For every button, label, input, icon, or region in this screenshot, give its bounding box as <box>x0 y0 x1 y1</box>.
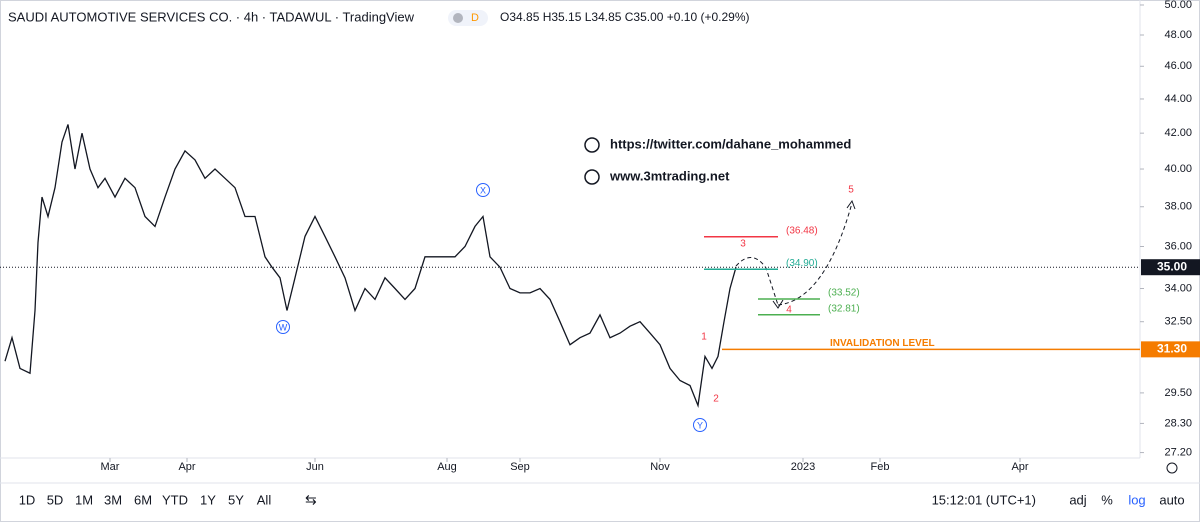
wave-label: W <box>279 322 288 332</box>
wave-label: 2 <box>713 394 719 405</box>
range-button[interactable]: 6M <box>134 492 152 507</box>
compare-icon[interactable]: ⇆ <box>305 492 317 508</box>
price-line <box>4 124 737 409</box>
wave-label: 5 <box>848 185 854 196</box>
level-label: (33.52) <box>828 288 860 299</box>
x-tick-label: Mar <box>101 461 120 473</box>
option-button[interactable]: adj <box>1069 492 1086 507</box>
badge: D <box>471 12 479 24</box>
clock: 15:12:01 (UTC+1) <box>932 492 1036 507</box>
invalidation-box <box>1141 341 1200 358</box>
option-button[interactable]: log <box>1128 492 1145 507</box>
y-tick-label: 38.00 <box>1164 201 1192 213</box>
y-tick-label: 28.30 <box>1164 417 1192 429</box>
y-tick-label: 46.00 <box>1164 60 1192 72</box>
link[interactable]: www.3mtrading.net <box>609 168 730 183</box>
y-tick-label: 27.20 <box>1164 446 1192 458</box>
range-button[interactable]: 1M <box>75 492 93 507</box>
y-tick-label: 36.00 <box>1164 240 1192 252</box>
last-price-box <box>1141 259 1200 276</box>
wave-label: Y <box>697 420 703 430</box>
wave-circle <box>276 320 290 334</box>
settings-icon[interactable] <box>1166 462 1178 474</box>
wave-label: 4 <box>786 305 792 316</box>
invalidation-label: 31.30 <box>1157 342 1187 356</box>
range-button[interactable]: 5D <box>47 492 64 507</box>
wave-label: 1 <box>701 332 707 343</box>
x-tick-label: 2023 <box>791 461 815 473</box>
y-tick-label: 48.00 <box>1164 29 1192 41</box>
level-label: (36.48) <box>786 225 818 236</box>
badge-dot <box>453 13 463 23</box>
y-tick-label: 29.50 <box>1164 387 1192 399</box>
y-tick-label: 42.00 <box>1164 127 1192 139</box>
x-tick-label: Nov <box>650 461 670 473</box>
range-button[interactable]: 3M <box>104 492 122 507</box>
symbol-title: SAUDI AUTOMOTIVE SERVICES CO. · 4h · TAD… <box>8 9 415 24</box>
x-tick-label: Apr <box>1011 461 1028 473</box>
level-label: (34.90) <box>786 258 818 269</box>
last-price-label: 35.00 <box>1157 259 1187 273</box>
arrow-heads <box>772 199 856 309</box>
range-button[interactable]: YTD <box>162 492 188 507</box>
ohlc: O34.85 H35.15 L34.85 C35.00 +0.10 (+0.29… <box>500 10 750 24</box>
range-button[interactable]: 1D <box>19 492 36 507</box>
twitter-icon <box>584 137 600 153</box>
x-tick-label: Sep <box>510 461 530 473</box>
link[interactable]: https://twitter.com/dahane_mohammed <box>610 136 851 151</box>
x-tick-label: Apr <box>178 461 195 473</box>
web-icon <box>584 169 600 185</box>
y-tick-label: 40.00 <box>1164 163 1192 175</box>
level-label: (32.81) <box>828 303 860 314</box>
y-tick-label: 32.50 <box>1164 316 1192 328</box>
wave-circle <box>693 418 707 432</box>
option-button[interactable]: auto <box>1159 492 1184 507</box>
invalidation-name: INVALIDATION LEVEL <box>830 338 935 349</box>
range-button[interactable]: 5Y <box>228 492 244 507</box>
wave-label: X <box>480 185 486 195</box>
y-tick-label: 50.00 <box>1164 0 1192 11</box>
x-tick-label: Feb <box>871 461 890 473</box>
range-button[interactable]: 1Y <box>200 492 216 507</box>
y-tick-label: 44.00 <box>1164 93 1192 105</box>
range-button[interactable]: All <box>257 492 272 507</box>
projection-path <box>735 202 853 306</box>
x-tick-label: Aug <box>437 461 457 473</box>
y-tick-label: 34.00 <box>1164 282 1192 294</box>
wave-label: 3 <box>740 239 746 250</box>
wave-circle <box>476 183 490 197</box>
option-button[interactable]: % <box>1101 492 1113 507</box>
x-tick-label: Jun <box>306 461 324 473</box>
